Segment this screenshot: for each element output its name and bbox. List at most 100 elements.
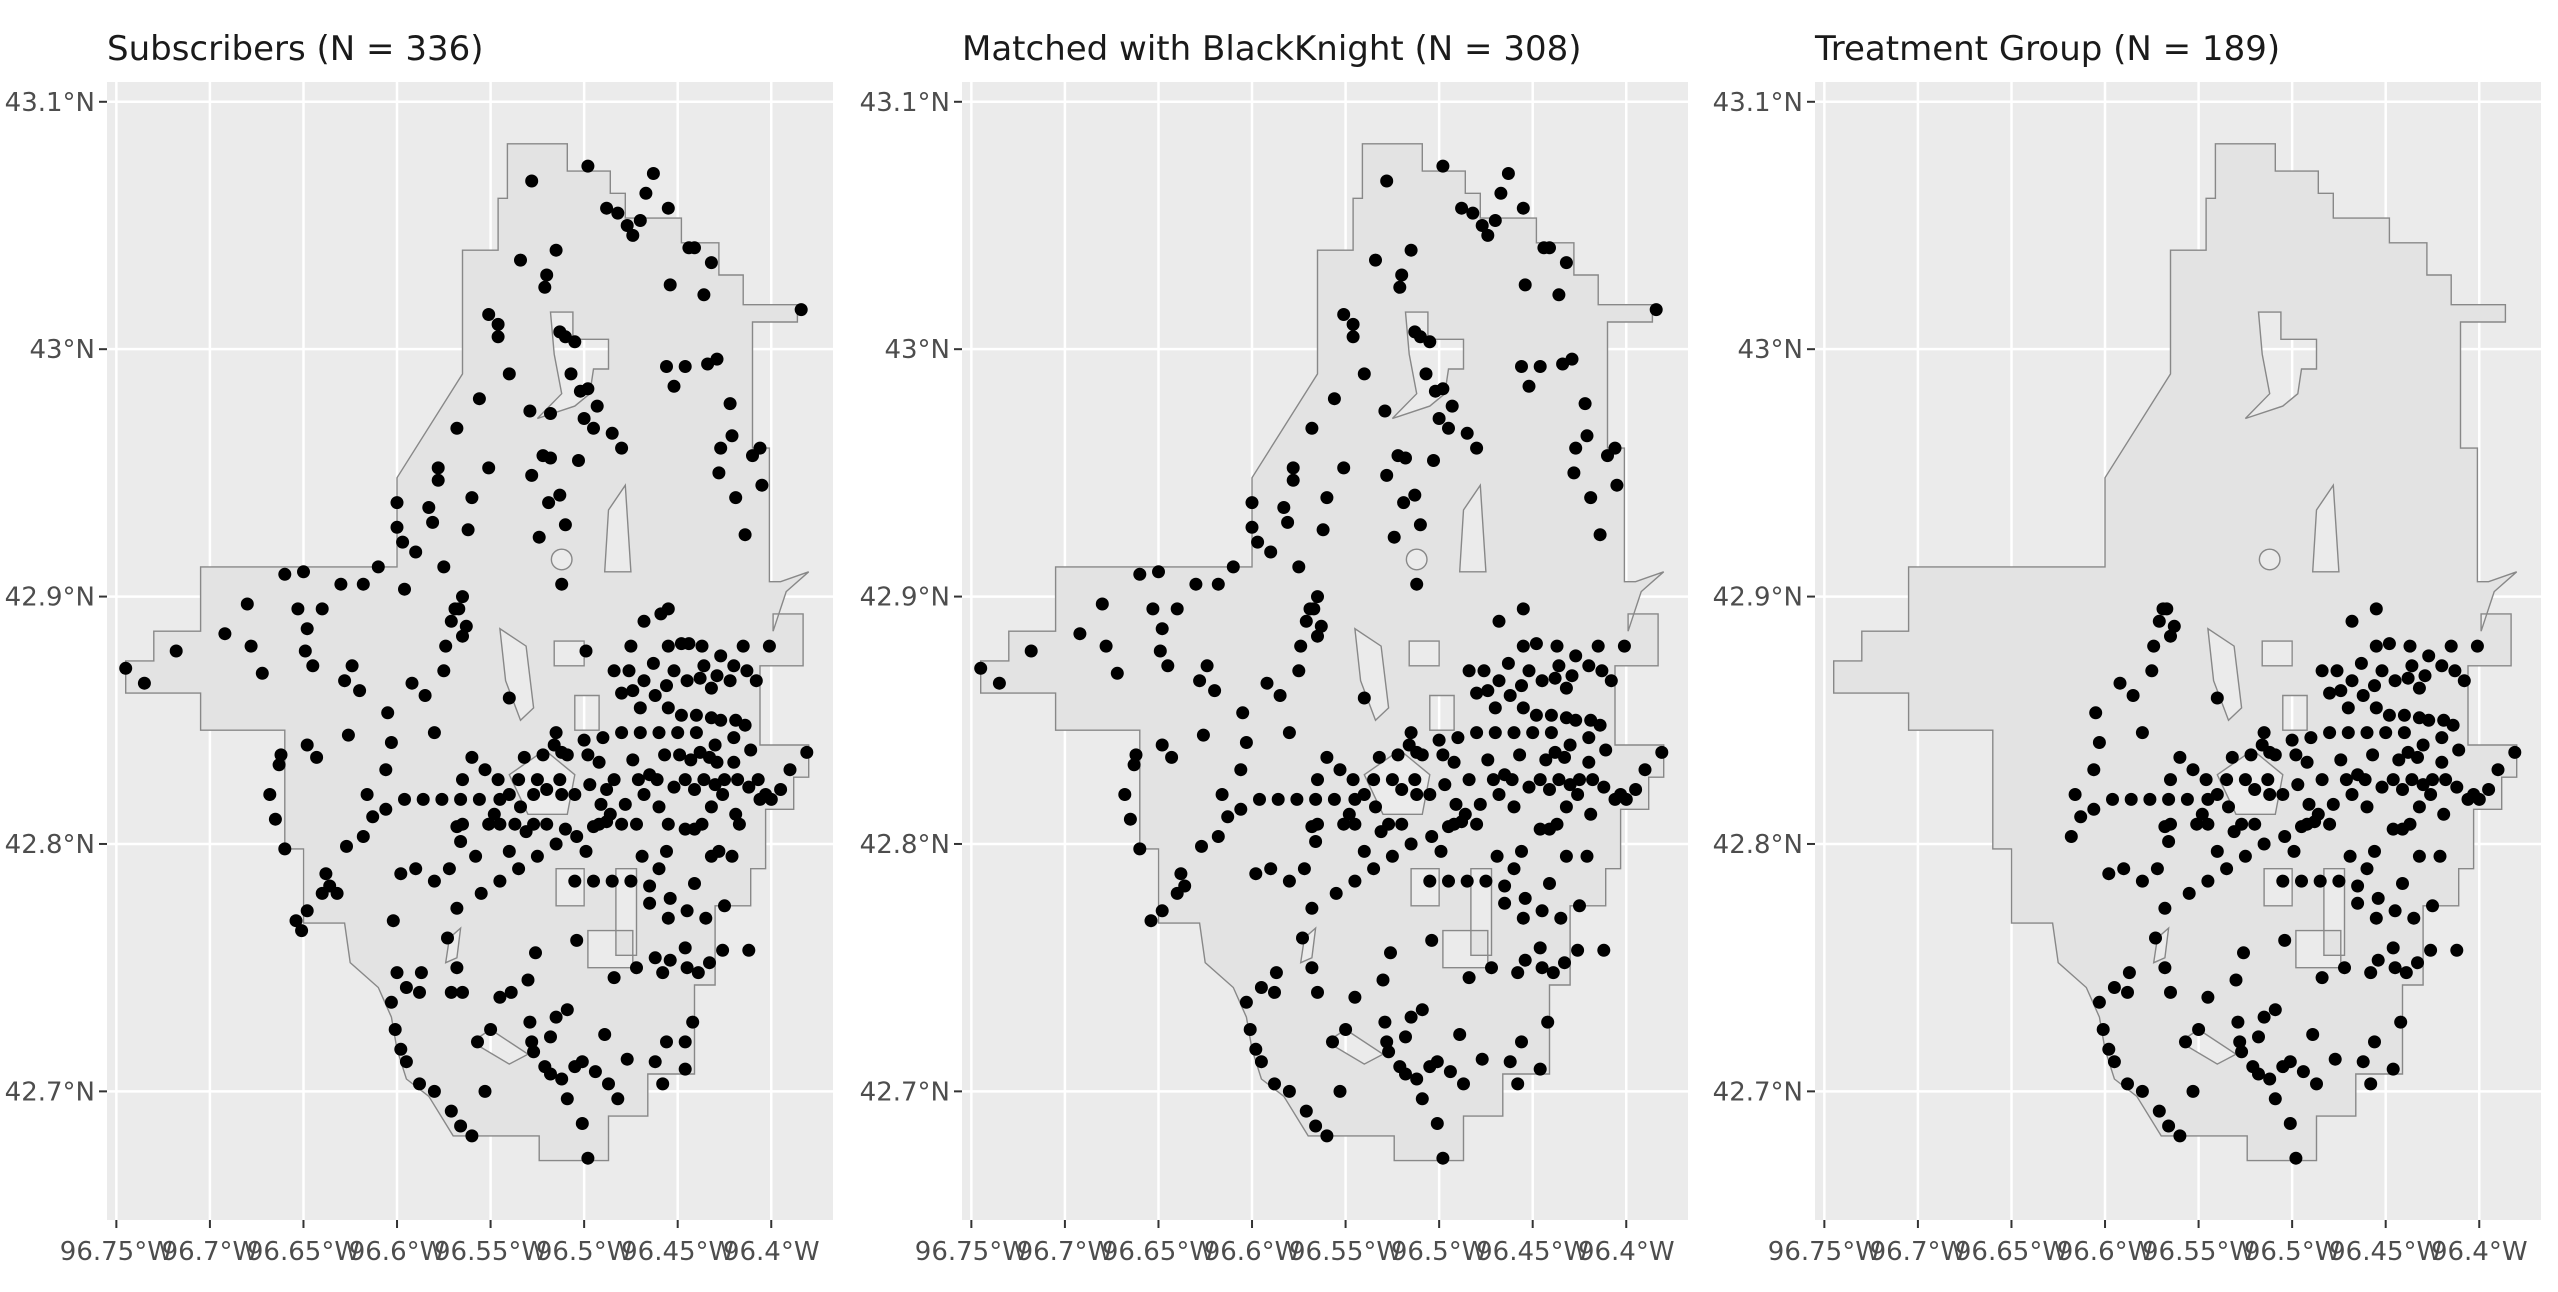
subscriber-point [416, 792, 430, 806]
subscriber-point [2356, 1055, 2370, 1069]
subscriber-point [2180, 792, 2194, 806]
subscriber-point [1326, 1035, 1339, 1049]
subscriber-point [1155, 904, 1169, 918]
subscriber-point [2145, 664, 2159, 678]
subscriber-point [1535, 904, 1549, 918]
subscriber-point [736, 639, 750, 653]
subscriber-point [1442, 820, 1455, 834]
subscriber-point [2392, 753, 2406, 767]
subscriber-point [439, 639, 453, 653]
subscriber-point [356, 577, 370, 591]
subscriber-point [2311, 807, 2325, 821]
subscriber-point [1380, 468, 1394, 482]
subscriber-point [1346, 330, 1360, 344]
subscriber-point [2426, 899, 2439, 913]
subscriber-point [560, 748, 574, 762]
subscriber-point [1357, 844, 1371, 858]
subscriber-point [587, 874, 600, 888]
subscriber-point [697, 773, 711, 787]
subscriber-point [742, 780, 756, 794]
subscriber-point [1559, 800, 1573, 814]
subscriber-point [658, 748, 672, 762]
subscriber-point [725, 429, 739, 443]
subscriber-point [1292, 664, 1306, 678]
subscriber-point [1629, 783, 1643, 796]
boundary-hole-circle [2258, 548, 2281, 571]
subscriber-point [542, 496, 556, 510]
subscriber-point [1430, 1055, 1444, 1069]
subscriber-point [674, 708, 688, 722]
subscriber-point [1153, 644, 1167, 658]
subscriber-point [667, 780, 681, 794]
subscriber-point [1367, 773, 1381, 787]
subscriber-point [1518, 278, 1532, 292]
subscriber-point [1470, 686, 1484, 700]
subscriber-point [1543, 241, 1556, 255]
subscriber-point [1569, 649, 1583, 663]
subscriber-point [2117, 862, 2131, 876]
subscriber-point [667, 379, 681, 393]
subscriber-point [1399, 1067, 1412, 1081]
subscriber-point [2096, 1023, 2110, 1036]
subscriber-point [2439, 773, 2453, 787]
subscriber-point [558, 518, 572, 532]
subscriber-point [1419, 367, 1433, 381]
subscriber-point [418, 689, 432, 702]
subscriber-point [381, 706, 395, 720]
subscriber-point [2360, 800, 2374, 814]
subscriber-point [602, 1077, 615, 1091]
subscriber-point [2263, 1072, 2277, 1086]
subscriber-point [695, 639, 709, 653]
y-tick-label: 43°N [884, 335, 950, 365]
subscriber-point [2135, 726, 2149, 740]
subscriber-point [1320, 491, 1334, 505]
subscriber-point [1619, 792, 1633, 806]
subscriber-point [442, 862, 456, 876]
subscriber-point [2289, 1151, 2303, 1165]
y-tick-label: 43°N [29, 335, 95, 365]
subscriber-point [295, 924, 309, 938]
subscriber-point [1249, 867, 1263, 881]
panel-title: Treatment Group (N = 189) [1814, 29, 2280, 69]
subscriber-point [568, 874, 582, 888]
subscriber-point [1299, 1104, 1313, 1118]
subscriber-point [456, 629, 469, 643]
subscriber-point [555, 788, 569, 801]
subscriber-point [1391, 748, 1405, 762]
subscriber-point [544, 1067, 557, 1081]
subscriber-point [2397, 726, 2411, 740]
subscriber-point [1239, 995, 1253, 1009]
subscriber-point [1425, 830, 1439, 843]
subscriber-point [1470, 817, 1484, 831]
subscriber-point [1535, 674, 1549, 688]
subscriber-point [718, 773, 731, 787]
subscriber-point [1457, 1077, 1470, 1091]
subscriber-point [2164, 629, 2177, 643]
subscriber-point [1316, 523, 1330, 537]
subscriber-point [620, 1052, 634, 1066]
subscriber-point [626, 753, 640, 767]
subscriber-point [2405, 659, 2419, 673]
subscriber-point [1470, 441, 1484, 455]
subscriber-point [1580, 429, 1594, 443]
subscriber-point [555, 577, 569, 591]
subscriber-point [2435, 731, 2449, 745]
subscriber-point [441, 931, 454, 945]
subscriber-point [1462, 664, 1476, 678]
subscriber-point [1481, 228, 1495, 242]
subscriber-point [678, 1035, 692, 1049]
subscriber-point [544, 407, 557, 420]
subscriber-point [755, 478, 769, 492]
subscriber-point [753, 441, 767, 455]
subscriber-point [289, 914, 303, 928]
subscriber-point [660, 844, 673, 858]
subscriber-point [1211, 577, 1225, 591]
subscriber-point [1165, 750, 1179, 764]
subscriber-point [2433, 849, 2447, 863]
subscriber-point [454, 835, 468, 848]
subscriber-point [2233, 1035, 2247, 1049]
boundary-hole-circle [550, 548, 573, 571]
subscriber-point [1337, 817, 1351, 831]
subscriber-point [1593, 528, 1607, 542]
subscriber-point [1423, 788, 1437, 801]
